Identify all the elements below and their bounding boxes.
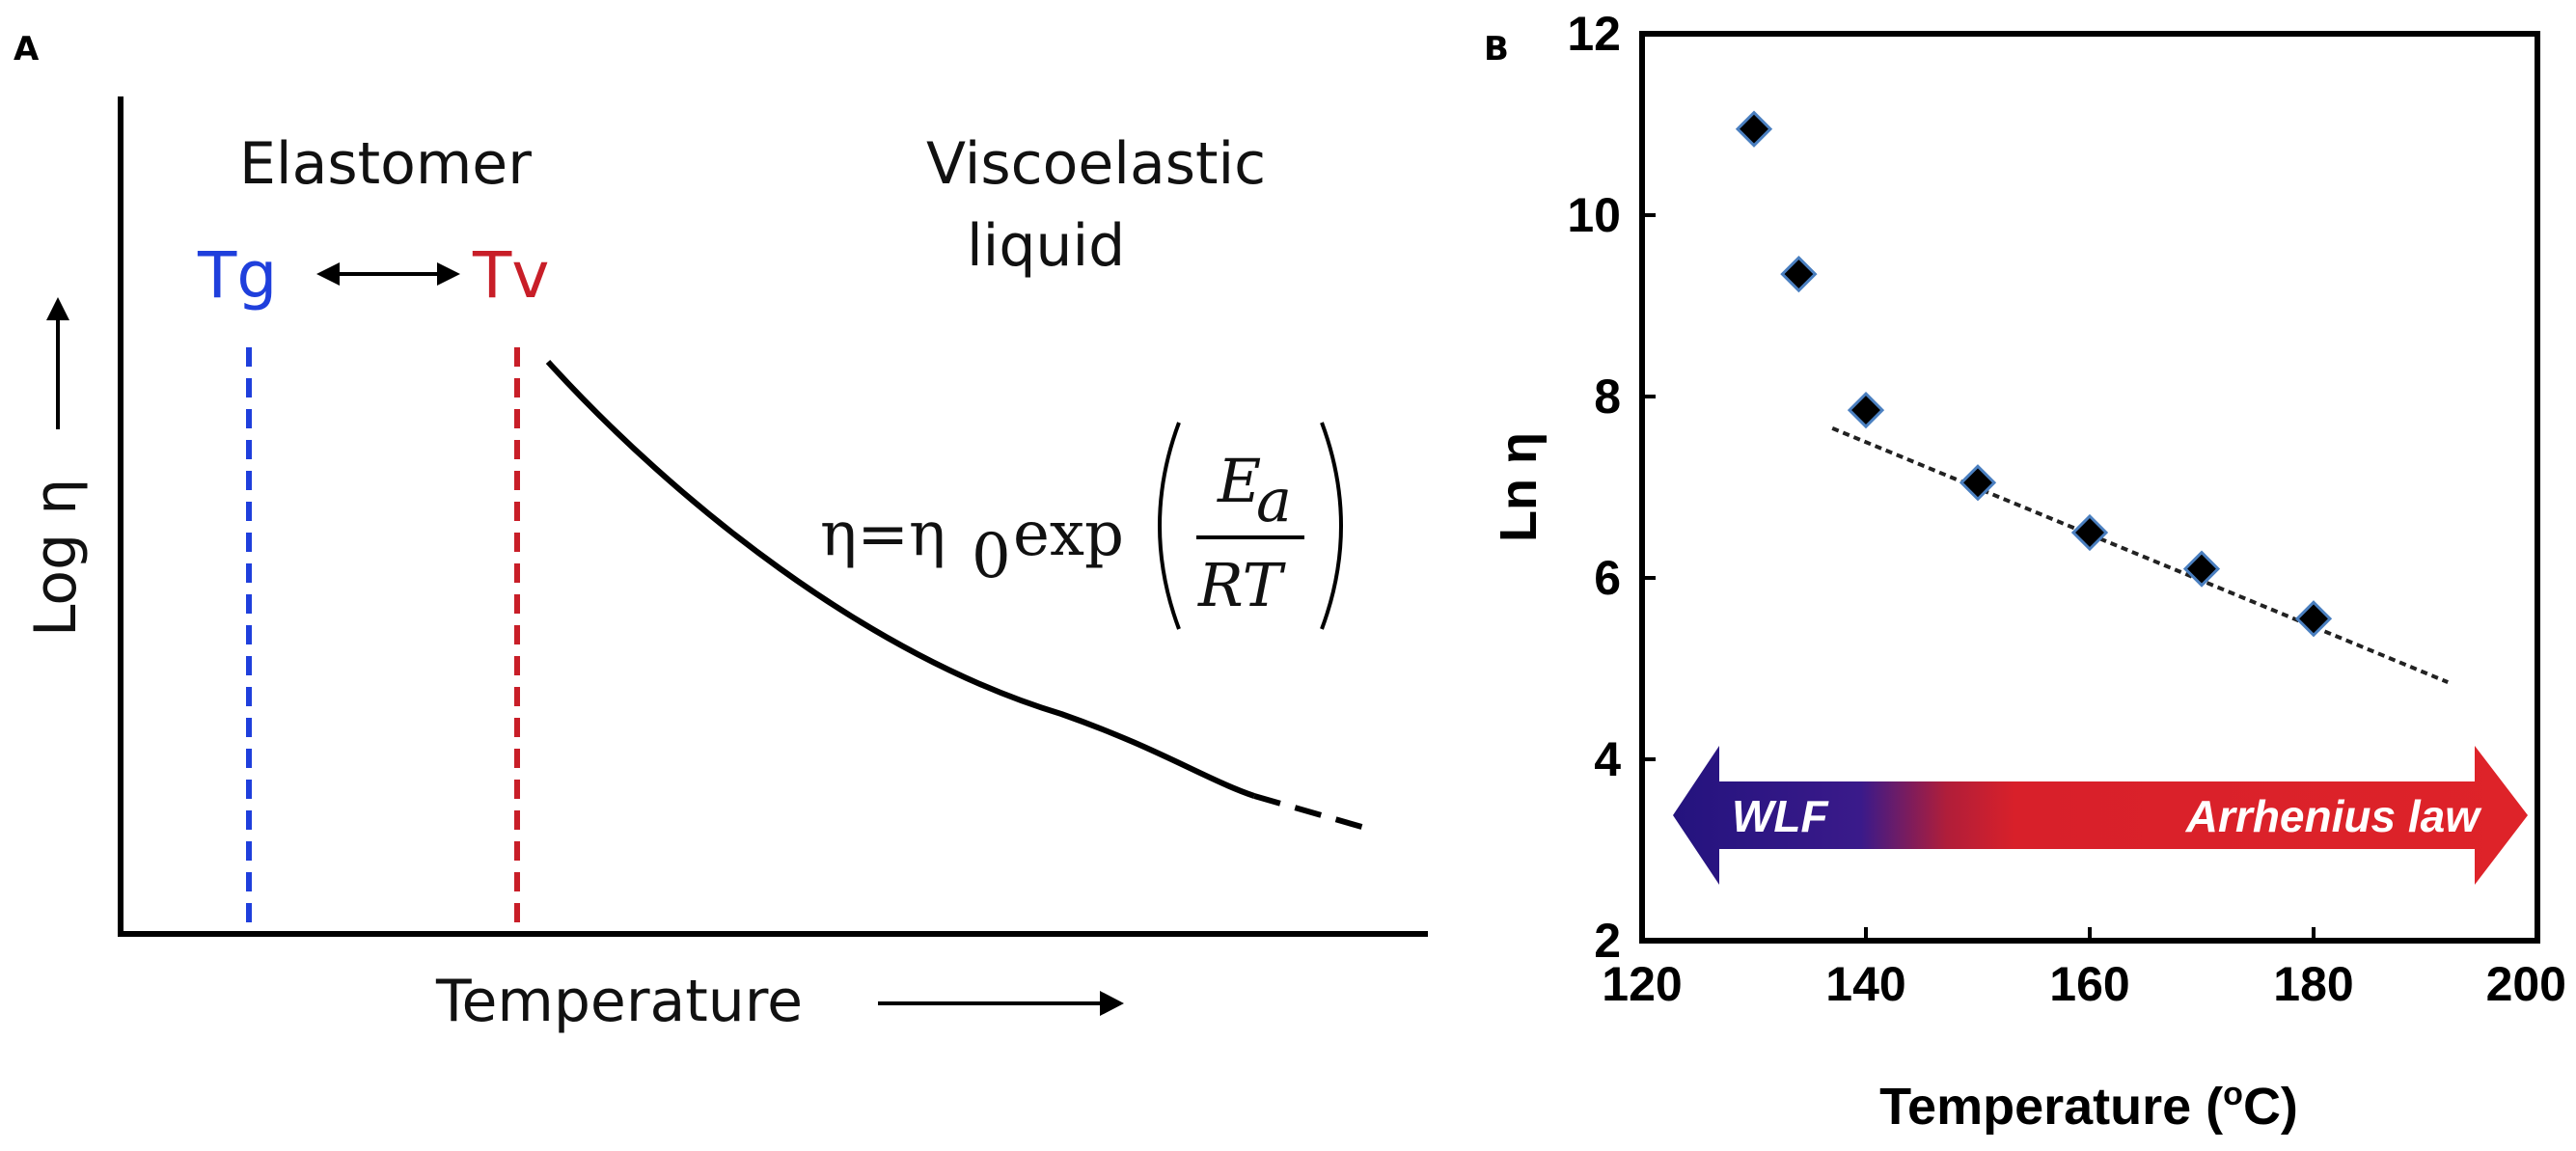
a-y-label-group: Log η — [22, 297, 90, 637]
b-y-tick-label: 10 — [1567, 188, 1621, 242]
a-x-label-arrowhead — [1100, 991, 1124, 1016]
b-data-point — [1780, 255, 1818, 293]
b-x-tick-label: 180 — [2273, 957, 2353, 1011]
b-y-tick-label: 8 — [1594, 370, 1621, 424]
b-data-point — [1735, 110, 1773, 148]
b-data-points — [1735, 110, 2333, 638]
b-data-point — [1847, 391, 1885, 429]
a-tg-label: Tg — [197, 238, 277, 313]
b-fit-line — [1831, 426, 2449, 684]
b-y-axis-title: Ln η — [1490, 432, 1548, 542]
b-x-tick-label: 140 — [1825, 957, 1905, 1011]
b-y-tick-label: 6 — [1594, 551, 1621, 605]
b-fit-line-group — [1831, 426, 2449, 684]
a-viscosity-curve — [545, 359, 1255, 799]
b-x-axis-title: Temperature (oC) — [1879, 1076, 2298, 1136]
eq-left-paren — [1158, 422, 1181, 630]
b-y-tick-label: 4 — [1594, 732, 1621, 786]
b-x-tick-label: 160 — [2049, 957, 2129, 1011]
a-double-arrow — [316, 262, 460, 286]
a-x-label: Temperature — [435, 968, 803, 1035]
b-data-point — [2294, 600, 2333, 638]
a-y-label-arrowhead — [46, 297, 69, 320]
panel-a: A Elastomer Viscoelastic liquid Tg Tv Lo… — [14, 30, 1428, 1035]
a-elastomer-label: Elastomer — [239, 130, 532, 198]
b-data-point — [2070, 513, 2109, 552]
a-y-label: Log η — [22, 479, 90, 637]
eq-numerator: E — [1217, 446, 1261, 516]
eq-right-paren — [1320, 422, 1343, 630]
a-viscosity-curve-extrapolation — [1253, 793, 1366, 831]
b-data-point — [1959, 464, 1997, 502]
eq-denominator: RT — [1197, 550, 1287, 620]
b-wlf-label: WLF — [1732, 791, 1830, 841]
b-regime-arrow — [1673, 746, 2528, 885]
eq-lhs: η=η — [820, 499, 945, 570]
b-y-tick-label: 12 — [1567, 7, 1621, 61]
eq-num-sub: a — [1256, 465, 1292, 535]
panel-b: B WLF Arrhenius law 2 4 6 8 10 12 120 140 160 180… — [1484, 7, 2566, 1136]
a-liquid-label: liquid — [967, 212, 1125, 280]
b-axis-ticks: 2 4 6 8 10 12 120 140 160 180 200 — [1567, 7, 2566, 1011]
b-y-tick-label: 2 — [1594, 914, 1621, 968]
eq-sub0: 0 — [972, 521, 1011, 592]
b-data-point — [2182, 550, 2221, 588]
a-viscoelastic-label: Viscoelastic — [926, 130, 1266, 198]
b-x-tick-label: 200 — [2486, 957, 2566, 1011]
panel-letter-b: B — [1484, 30, 1509, 69]
a-arrhenius-equation: η=η 0 exp E a RT — [820, 422, 1343, 630]
eq-func: exp — [1013, 499, 1124, 570]
b-arrhenius-label: Arrhenius law — [2185, 791, 2482, 841]
b-x-tick-label: 120 — [1602, 957, 1682, 1011]
a-tv-label: Tv — [472, 238, 549, 313]
panel-letter-a: A — [14, 30, 40, 69]
